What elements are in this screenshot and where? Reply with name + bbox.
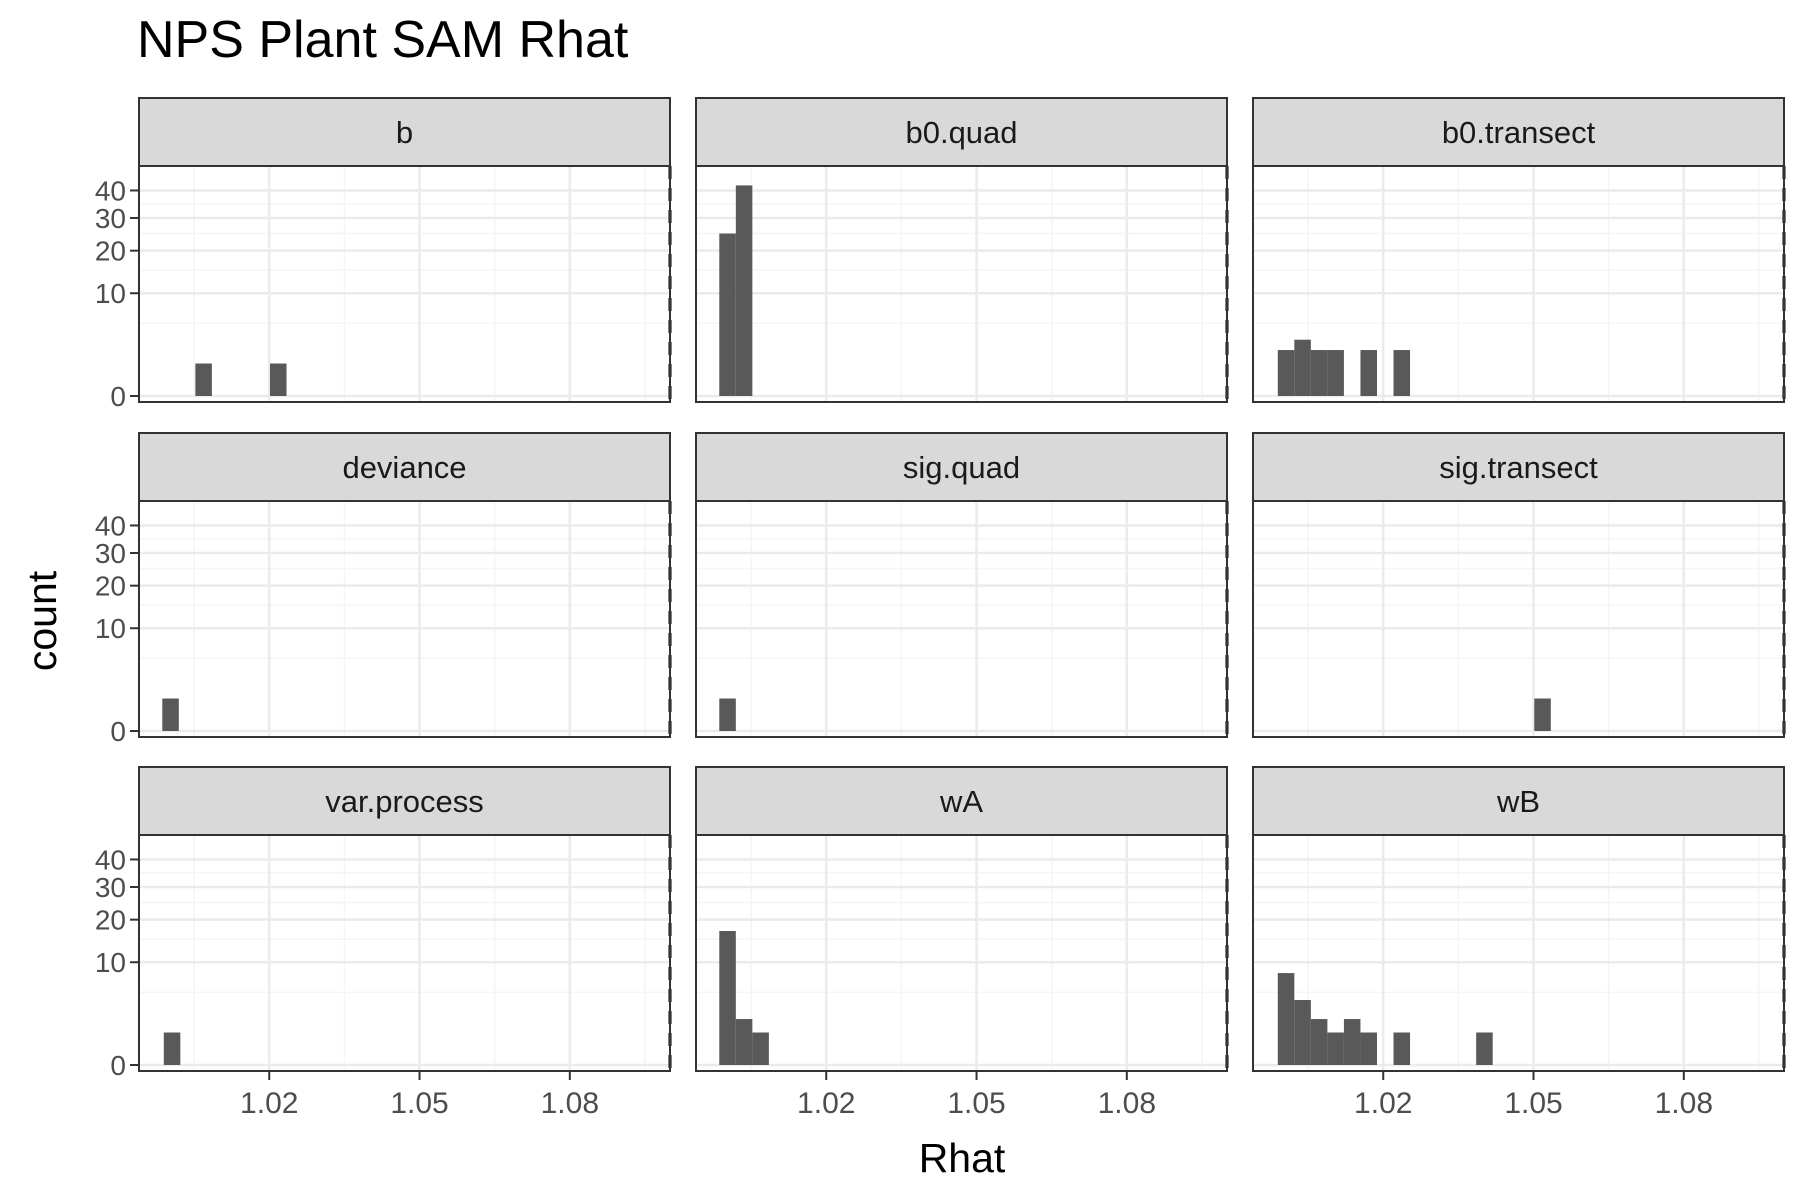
histogram-bar: [163, 1032, 181, 1065]
y-tick-label: 20: [95, 571, 126, 602]
histogram-bar: [1310, 1019, 1328, 1065]
facet-strip-label: wB: [1496, 784, 1540, 819]
y-tick-label: 10: [95, 613, 126, 644]
facet-strip: [138, 432, 671, 502]
y-tick-label: 40: [95, 510, 126, 541]
y-tick-label: 20: [95, 905, 126, 936]
histogram-bar: [1294, 1000, 1311, 1065]
histogram-bar: [719, 233, 736, 396]
histogram-bar: [1294, 339, 1311, 396]
x-tick-label: 1.05: [390, 1087, 448, 1120]
facet-strip-label: b: [396, 115, 413, 150]
y-axis-label: count: [19, 570, 65, 671]
y-tick-label: 40: [95, 844, 126, 875]
histogram-bar: [1327, 1032, 1344, 1065]
y-tick-label: 30: [95, 872, 126, 903]
histogram-bar: [1393, 1032, 1411, 1065]
facet-strip-label: sig.quad: [903, 450, 1020, 485]
histogram-bar: [735, 1019, 753, 1065]
chart-title: NPS Plant SAM Rhat: [137, 11, 629, 69]
histogram-bar: [719, 698, 736, 731]
y-tick-label: 0: [110, 716, 126, 747]
histogram-bar: [1476, 1032, 1493, 1065]
x-tick-label: 1.02: [1354, 1087, 1412, 1120]
facet-strip: [695, 97, 1228, 167]
x-tick-label: 1.02: [797, 1087, 855, 1120]
panel-background: [696, 166, 1227, 402]
x-tick-label: 1.08: [541, 1087, 599, 1120]
x-tick-label: 1.02: [240, 1087, 298, 1120]
panel-background: [1253, 835, 1784, 1071]
facet-strip-label: b0.quad: [905, 115, 1017, 150]
panel-background: [139, 166, 670, 402]
x-tick-label: 1.08: [1098, 1087, 1156, 1120]
histogram-bar: [1360, 1032, 1377, 1065]
y-tick-label: 30: [95, 203, 126, 234]
x-axis-label: Rhat: [919, 1135, 1006, 1181]
histogram-bar: [1327, 350, 1344, 396]
y-tick-label: 20: [95, 236, 126, 267]
x-tick-label: 1.05: [1504, 1087, 1562, 1120]
facet-strip: [1252, 97, 1785, 167]
facet-strip-label: var.process: [325, 784, 484, 819]
facet-strip: [695, 766, 1228, 836]
histogram-bar: [269, 363, 287, 396]
facet-strip-label: deviance: [342, 450, 466, 485]
y-tick-label: 30: [95, 538, 126, 569]
panel-background: [696, 501, 1227, 737]
histogram-bar: [1310, 350, 1328, 396]
panel-background: [139, 835, 670, 1071]
panel-background: [696, 835, 1227, 1071]
histogram-bar: [1277, 973, 1295, 1065]
histogram-bar: [195, 363, 212, 396]
facet-strip-label: b0.transect: [1442, 115, 1596, 150]
histogram-bar: [1343, 1019, 1361, 1065]
histogram-bar: [1277, 350, 1295, 396]
histogram-bar: [719, 931, 736, 1065]
histogram-bar: [1534, 698, 1551, 731]
facet-strip-label: sig.transect: [1439, 450, 1598, 485]
facet-strip-label: wA: [939, 784, 983, 819]
histogram-bar: [735, 185, 753, 396]
histogram-bar: [162, 698, 179, 731]
x-tick-label: 1.08: [1655, 1087, 1713, 1120]
y-tick-label: 10: [95, 947, 126, 978]
histogram-bar: [752, 1032, 769, 1065]
panel-background: [1253, 501, 1784, 737]
histogram-bar: [1360, 350, 1377, 396]
x-tick-label: 1.05: [947, 1087, 1005, 1120]
facet-strip: [138, 97, 671, 167]
y-tick-label: 0: [110, 1050, 126, 1081]
facet-strip: [138, 766, 671, 836]
y-tick-label: 40: [95, 175, 126, 206]
panel-background: [139, 501, 670, 737]
histogram-bar: [1393, 350, 1411, 396]
facet-strip: [1252, 766, 1785, 836]
y-tick-label: 0: [110, 381, 126, 412]
facet-strip: [1252, 432, 1785, 502]
facet-strip: [695, 432, 1228, 502]
y-tick-label: 10: [95, 278, 126, 309]
